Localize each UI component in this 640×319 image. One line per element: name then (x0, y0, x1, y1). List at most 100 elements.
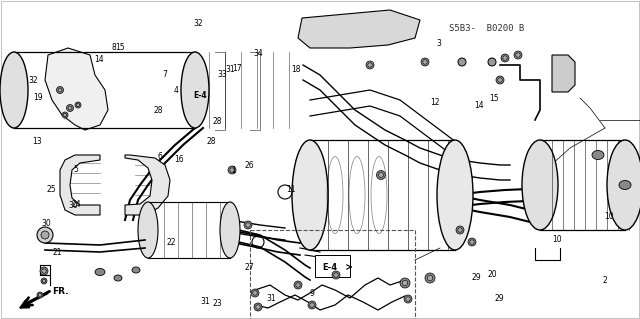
Circle shape (254, 303, 262, 311)
Text: 30: 30 (68, 201, 78, 210)
Text: 25: 25 (46, 185, 56, 194)
Text: 31: 31 (200, 297, 210, 306)
Ellipse shape (132, 267, 140, 273)
Circle shape (458, 228, 462, 232)
Polygon shape (60, 155, 100, 215)
Circle shape (468, 238, 476, 246)
Circle shape (514, 51, 522, 59)
Text: 22: 22 (167, 238, 176, 247)
Circle shape (425, 273, 435, 283)
Text: 2: 2 (602, 276, 607, 285)
Circle shape (251, 289, 259, 297)
Circle shape (503, 56, 507, 60)
Ellipse shape (619, 181, 631, 189)
Text: 27: 27 (244, 263, 255, 272)
Ellipse shape (181, 52, 209, 128)
Text: 14: 14 (94, 55, 104, 63)
Text: 3: 3 (436, 39, 441, 48)
Text: S5B3-  B0200 B: S5B3- B0200 B (449, 24, 524, 33)
Text: 12: 12 (431, 98, 440, 107)
Text: 31: 31 (266, 294, 276, 303)
Ellipse shape (292, 140, 328, 250)
Text: 26: 26 (244, 161, 255, 170)
Circle shape (75, 102, 81, 108)
Circle shape (62, 112, 68, 118)
Circle shape (366, 61, 374, 69)
Circle shape (40, 267, 48, 275)
Circle shape (334, 273, 338, 277)
Circle shape (488, 58, 496, 66)
Text: 7: 7 (163, 70, 168, 79)
Circle shape (38, 293, 42, 297)
Text: 8: 8 (111, 43, 116, 52)
Circle shape (308, 301, 316, 309)
Ellipse shape (607, 140, 640, 230)
Text: 34: 34 (253, 49, 263, 58)
Circle shape (368, 63, 372, 67)
Bar (250, 230, 415, 319)
Circle shape (496, 76, 504, 84)
Polygon shape (125, 155, 170, 215)
Text: FR.: FR. (52, 287, 68, 296)
Circle shape (246, 223, 250, 227)
Text: 23: 23 (212, 299, 223, 308)
Ellipse shape (114, 275, 122, 281)
Circle shape (421, 58, 429, 66)
Text: 32: 32 (193, 19, 204, 28)
Circle shape (42, 279, 45, 283)
Text: 28: 28 (213, 117, 222, 126)
Circle shape (498, 78, 502, 82)
Circle shape (456, 226, 464, 234)
Polygon shape (552, 55, 575, 92)
Circle shape (68, 106, 72, 110)
Text: 31: 31 (225, 65, 236, 74)
Text: 4: 4 (173, 86, 179, 95)
Circle shape (501, 54, 509, 62)
Circle shape (76, 103, 79, 107)
Circle shape (470, 240, 474, 244)
Circle shape (230, 168, 234, 172)
Text: 30: 30 (41, 219, 51, 228)
Circle shape (228, 166, 236, 174)
Text: 21: 21 (53, 248, 62, 256)
Text: 32: 32 (28, 76, 38, 85)
Circle shape (294, 281, 302, 289)
Ellipse shape (41, 231, 49, 239)
Text: 10: 10 (552, 235, 562, 244)
Circle shape (56, 86, 63, 93)
Circle shape (256, 305, 260, 309)
Circle shape (423, 60, 428, 64)
Text: 16: 16 (174, 155, 184, 164)
Circle shape (428, 275, 433, 281)
Text: 20: 20 (488, 270, 498, 279)
Text: 10: 10 (604, 212, 614, 221)
Text: 1: 1 (231, 166, 236, 175)
Circle shape (406, 297, 410, 301)
Text: 14: 14 (474, 101, 484, 110)
Ellipse shape (592, 151, 604, 160)
Text: 28: 28 (154, 106, 163, 115)
Circle shape (400, 278, 410, 288)
Ellipse shape (0, 52, 28, 128)
Ellipse shape (138, 202, 158, 258)
Text: 29: 29 (494, 294, 504, 303)
Text: 17: 17 (232, 64, 242, 73)
Text: E-4: E-4 (323, 263, 337, 271)
Text: 5: 5 (73, 165, 78, 174)
Text: 13: 13 (32, 137, 42, 146)
Text: 6: 6 (157, 152, 163, 161)
Polygon shape (298, 10, 420, 48)
Polygon shape (45, 48, 108, 130)
Text: 11: 11 (287, 185, 296, 194)
Circle shape (253, 291, 257, 295)
Ellipse shape (37, 227, 53, 243)
Text: 18: 18 (291, 65, 300, 74)
Text: 15: 15 (115, 43, 125, 52)
Circle shape (42, 269, 46, 273)
Circle shape (378, 173, 383, 177)
Circle shape (37, 292, 43, 298)
Text: 24: 24 (72, 200, 82, 209)
Ellipse shape (437, 140, 473, 250)
Circle shape (403, 280, 408, 286)
Circle shape (404, 295, 412, 303)
